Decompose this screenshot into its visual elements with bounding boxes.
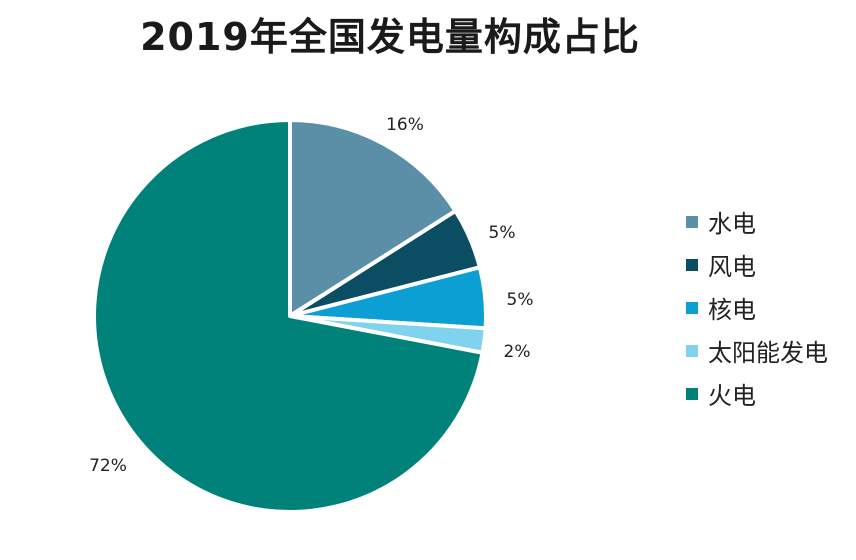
- legend-item-3: 核电: [686, 286, 828, 329]
- data-label-5: 72%: [89, 456, 127, 476]
- legend-label: 太阳能发电: [708, 339, 828, 367]
- legend-swatch: [686, 387, 698, 400]
- legend-item-5: 火电: [686, 372, 828, 415]
- legend-swatch: [686, 344, 698, 357]
- data-label-1: 16%: [386, 115, 424, 135]
- data-label-2: 5%: [489, 223, 516, 243]
- legend-swatch: [686, 215, 698, 228]
- legend-swatch: [686, 301, 698, 314]
- pie-slice-1: [288, 118, 458, 318]
- legend-item-1: 水电: [686, 200, 828, 243]
- pie-slice-5: [92, 118, 485, 514]
- data-label-4: 2%: [504, 342, 531, 362]
- data-label-3: 5%: [507, 290, 534, 310]
- legend-item-4: 太阳能发电: [686, 329, 828, 372]
- legend-label: 火电: [708, 382, 756, 410]
- chart-title: 2019年全国发电量构成占比: [140, 15, 640, 59]
- legend-label: 水电: [708, 210, 756, 238]
- legend-label: 风电: [708, 253, 756, 281]
- legend: 水电风电核电太阳能发电火电: [686, 200, 828, 415]
- legend-item-2: 风电: [686, 243, 828, 286]
- legend-swatch: [686, 258, 698, 271]
- legend-label: 核电: [708, 296, 756, 324]
